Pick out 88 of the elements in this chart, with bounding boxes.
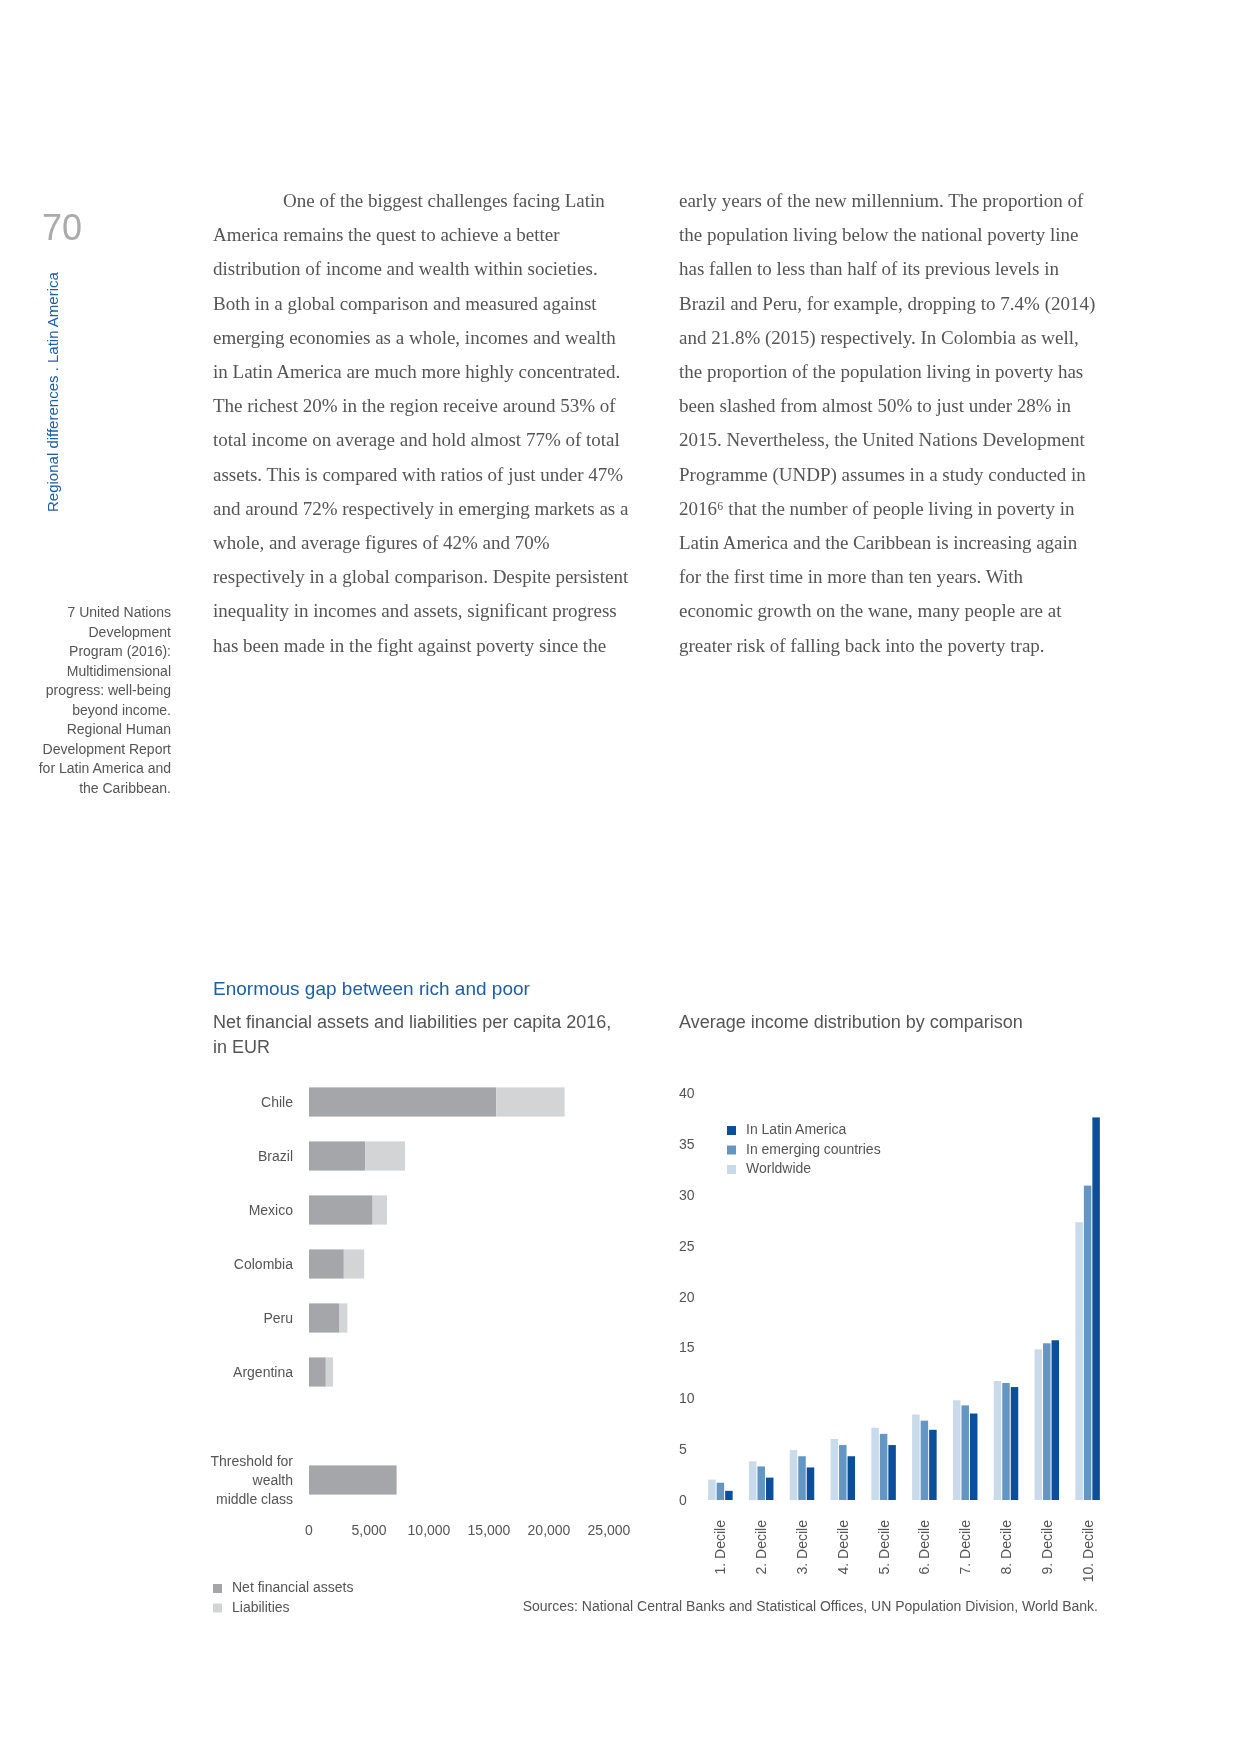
y-tick-label: 30 bbox=[679, 1186, 695, 1203]
bar bbox=[789, 1450, 798, 1500]
y-tick-label: 20 bbox=[679, 1288, 695, 1305]
y-tick-label: Threshold for wealth middle class bbox=[210, 1453, 294, 1507]
bar bbox=[708, 1479, 716, 1500]
x-tick-label: 25,000 bbox=[587, 1522, 631, 1538]
bar bbox=[309, 1465, 397, 1495]
bar bbox=[879, 1433, 888, 1500]
text: One of the biggest challenges facing Latin America remains the quest to achieve a better distribution of income and wealth within societies. Both in a global comparison and measured against emerging economies as a whole, incomes and wealth in Latin America are much more highly concentrated. The richest 20% in the region receive around 53% of total income on average and hold almost 77% of total assets. This is compared with ratios of just under 47% and around 72% respectively in emerging markets as a whole, and average figures of 42% and 70% respectively in a global comparison. Despite persistent inequality in incomes and assets, significant progress has been made in the fight against poverty since the early years of the new millennium. The proportion of the population living below the national poverty line has fallen to less than half of its previous levels in Brazil and Peru, for example, dropping to 7.4% (2014) and 21.8% (2015) respectively. In Colombia as well, the proportion of the population living in poverty has been slashed from almost 50% to just under 28% in 2015. Nevertheless, the United Nations Development Programme (UNDP) assumes in a study conducted in 2016⁶ that the number of people living in poverty in Latin America and the Caribbean is increasing again for the first time in more than ten years. With economic growth on the wane, many people are at greater risk of falling back into the poverty trap. bbox=[213, 190, 1096, 656]
bar bbox=[1083, 1185, 1092, 1500]
chart-title: Average income distribution by comparison bbox=[679, 1012, 1023, 1032]
text: 7 United Nations Development Program (2016): Multidimensional progress: well-being beyond income. Regional Human Development Report for Latin America and the Caribbean. bbox=[38, 604, 171, 796]
legend-label: In Latin America bbox=[746, 1121, 847, 1137]
x-tick-label: 0 bbox=[305, 1522, 314, 1538]
y-tick-label: Chile bbox=[261, 1094, 294, 1110]
y-tick-label: 10 bbox=[679, 1390, 695, 1407]
x-tick-label: 7. Decile bbox=[957, 1519, 974, 1575]
bar bbox=[343, 1249, 365, 1279]
x-tick-label: 10. Decile bbox=[1079, 1519, 1096, 1583]
y-tick-label: 15 bbox=[679, 1339, 695, 1356]
bar bbox=[725, 1490, 733, 1500]
bar bbox=[839, 1445, 847, 1501]
x-tick-label: 2. Decile bbox=[753, 1519, 770, 1575]
x-tick-label: 6. Decile bbox=[916, 1519, 933, 1575]
x-tick-label: 8. Decile bbox=[998, 1519, 1014, 1575]
bar bbox=[952, 1400, 961, 1501]
x-tick-label: 10,000 bbox=[407, 1522, 451, 1538]
y-tick-label: Argentina bbox=[233, 1364, 294, 1380]
bar bbox=[748, 1461, 757, 1500]
bar bbox=[993, 1380, 1002, 1500]
bar bbox=[912, 1414, 920, 1500]
x-tick-label: 5,000 bbox=[351, 1522, 387, 1538]
chart-title: Enormous gap between rich and poor bbox=[213, 978, 531, 999]
x-tick-label: 20,000 bbox=[527, 1522, 571, 1538]
bar bbox=[496, 1087, 565, 1117]
text: Regional differences . Latin America bbox=[44, 271, 61, 512]
y-tick-label: 40 bbox=[679, 1085, 695, 1101]
legend-label: Worldwide bbox=[746, 1160, 812, 1176]
bar bbox=[309, 1195, 373, 1225]
bar bbox=[1002, 1382, 1010, 1500]
x-tick-label: 3. Decile bbox=[794, 1519, 810, 1575]
y-tick-label: Mexico bbox=[248, 1202, 294, 1218]
bar bbox=[309, 1303, 339, 1333]
bar bbox=[1010, 1387, 1019, 1500]
bar bbox=[806, 1467, 815, 1500]
y-tick-label: 0 bbox=[679, 1492, 687, 1508]
bar bbox=[920, 1420, 929, 1501]
y-tick-label: Brazil bbox=[257, 1148, 293, 1164]
bar bbox=[372, 1195, 387, 1225]
bar bbox=[757, 1466, 765, 1500]
y-tick-label: 35 bbox=[679, 1135, 695, 1152]
y-tick-label: 25 bbox=[679, 1237, 695, 1254]
text: 70 bbox=[42, 207, 83, 248]
x-tick-label: 9. Decile bbox=[1038, 1519, 1055, 1575]
bar bbox=[847, 1456, 856, 1500]
source-note: Sources: National Central Banks and Statistical Offices, UN Population Division, World Bank. bbox=[522, 1598, 1098, 1614]
bar bbox=[830, 1438, 839, 1500]
x-tick-label: 15,000 bbox=[467, 1522, 511, 1538]
x-tick-label: 4. Decile bbox=[834, 1519, 851, 1575]
bar bbox=[929, 1429, 937, 1500]
bar bbox=[1043, 1343, 1051, 1501]
bar bbox=[961, 1405, 969, 1500]
bar bbox=[309, 1141, 366, 1171]
bar bbox=[1075, 1222, 1083, 1500]
bar bbox=[1051, 1340, 1060, 1500]
bar bbox=[888, 1445, 896, 1501]
legend-label: Net financial assets bbox=[232, 1579, 354, 1595]
bar bbox=[309, 1357, 326, 1387]
chart-subtitle: Net financial assets and liabilities per capita 2016, in EUR bbox=[213, 1012, 612, 1057]
bar bbox=[716, 1482, 725, 1500]
bar bbox=[309, 1087, 497, 1117]
x-tick-label: 5. Decile bbox=[875, 1519, 892, 1575]
bar bbox=[1092, 1117, 1100, 1500]
bar bbox=[365, 1141, 405, 1171]
bar bbox=[325, 1357, 333, 1387]
y-tick-label: 5 bbox=[679, 1441, 687, 1458]
y-tick-label: Colombia bbox=[233, 1256, 294, 1272]
y-tick-label: Peru bbox=[263, 1310, 293, 1326]
bar bbox=[969, 1413, 978, 1500]
legend-label: Liabilities bbox=[232, 1598, 290, 1615]
bar bbox=[339, 1303, 348, 1333]
bar bbox=[798, 1456, 806, 1500]
bar bbox=[871, 1427, 879, 1500]
bar bbox=[765, 1477, 774, 1500]
legend-label: In emerging countries bbox=[746, 1140, 881, 1157]
bar bbox=[1034, 1349, 1043, 1500]
x-tick-label: 1. Decile bbox=[712, 1519, 729, 1575]
bar bbox=[309, 1249, 344, 1279]
